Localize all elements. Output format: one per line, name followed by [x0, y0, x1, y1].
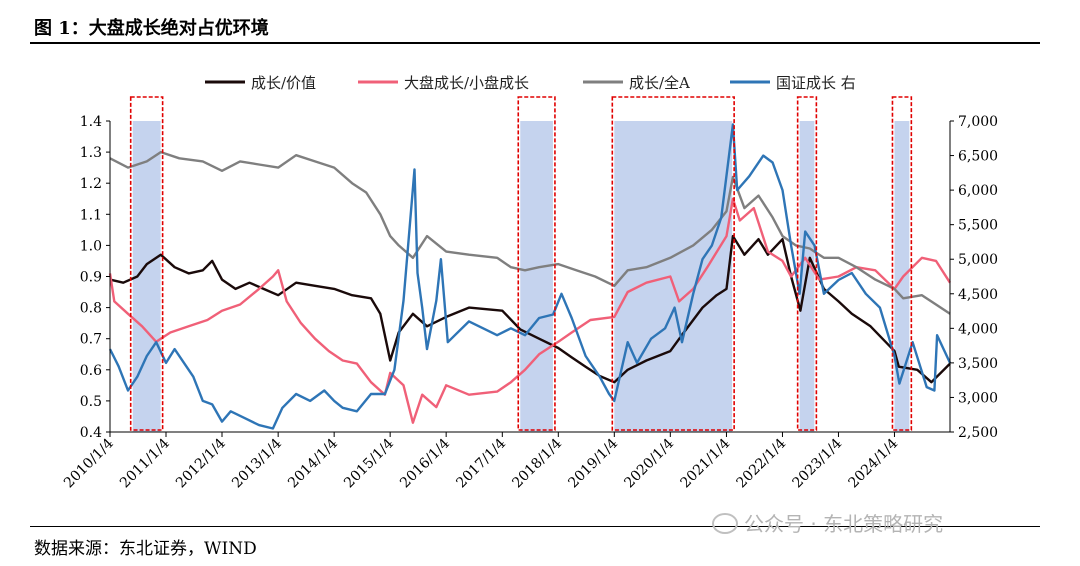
y-left-tick-label: 0.9 [80, 270, 102, 286]
legend-label-4: 国证成长 右 [776, 74, 856, 92]
highlight-box-5 [891, 96, 913, 431]
x-tick-label: 2017/1/4 [453, 435, 509, 491]
highlight-box-1 [129, 96, 164, 431]
highlight-period-3 [614, 121, 733, 432]
y-left-tick-label: 1.2 [80, 176, 102, 192]
legend-label-3: 成长/全A [629, 74, 690, 92]
figure-title: 图 1：大盘成长绝对占优环境 [34, 18, 269, 39]
y-left-tick-label: 0.7 [80, 332, 102, 348]
x-tick-label: 2011/1/4 [117, 435, 173, 491]
chart: 0.4 0.5 0.6 0.7 0.8 0.9 1.0 1.1 1.2 1.3 1.4 2,500 3,… [61, 74, 998, 491]
x-tick-label: 2012/1/4 [173, 435, 229, 491]
y-right-tick-label: 6,500 [958, 149, 998, 165]
x-tick-label: 2022/1/4 [734, 435, 790, 491]
y-left-tick-label: 0.6 [80, 363, 102, 379]
highlight-box-4 [796, 96, 818, 431]
x-tick-label: 2014/1/4 [285, 435, 341, 491]
watermark-text: 公众号 · 东北策略研究 [744, 512, 944, 536]
data-source: 数据来源：东北证券，WIND [34, 539, 257, 559]
x-tick-label: 2010/1/4 [61, 435, 117, 491]
y-right-tick-label: 4,500 [958, 287, 998, 303]
y-left-tick-label: 0.8 [80, 301, 102, 317]
x-tick-label: 2021/1/4 [678, 435, 734, 491]
highlight-period-2 [520, 121, 553, 432]
y-right-tick-label: 6,000 [958, 183, 998, 199]
wechat-icon [712, 513, 738, 534]
x-tick-label: 2018/1/4 [509, 435, 565, 491]
y-right-tick-label: 7,000 [958, 114, 998, 130]
y-left-tick-label: 0.4 [80, 425, 102, 441]
y-left-tick-label: 0.5 [80, 394, 102, 410]
y-right-tick-label: 3,000 [958, 390, 998, 406]
y-right-tick-label: 5,000 [958, 252, 998, 268]
highlight-box-2 [517, 96, 556, 431]
series-line-4 [108, 123, 952, 430]
legend-label-2: 大盘成长/小盘成长 [404, 74, 529, 92]
y-right-tick-label: 4,000 [958, 321, 998, 337]
y-left-tick-label: 1.0 [80, 238, 102, 254]
source-rule [30, 526, 1040, 527]
series-line-1 [109, 234, 951, 384]
x-tick-label: 2015/1/4 [341, 435, 397, 491]
title-rule [30, 42, 1040, 44]
highlight-box-3 [611, 96, 735, 431]
x-tick-label: 2019/1/4 [565, 435, 621, 491]
y-left-tick-label: 1.3 [80, 145, 102, 161]
y-right-tick-label: 2,500 [958, 425, 998, 441]
x-tick-label: 2024/1/4 [846, 435, 902, 491]
legend-label-1: 成长/价值 [251, 74, 316, 92]
y-left-tick-label: 1.1 [80, 207, 102, 223]
watermark: 公众号 · 东北策略研究 [712, 508, 943, 537]
y-right-tick-label: 3,500 [958, 356, 998, 372]
x-tick-label: 2013/1/4 [229, 435, 285, 491]
x-tick-label: 2020/1/4 [621, 435, 677, 491]
x-tick-label: 2016/1/4 [397, 435, 453, 491]
y-left-tick-label: 1.4 [80, 114, 102, 130]
y-right-tick-label: 5,500 [958, 218, 998, 234]
x-tick-label: 2023/1/4 [790, 435, 846, 491]
